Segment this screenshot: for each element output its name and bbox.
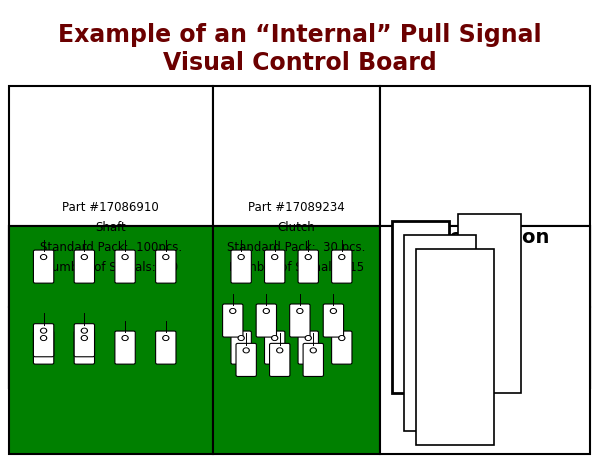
Circle shape bbox=[243, 348, 249, 353]
FancyBboxPatch shape bbox=[223, 304, 243, 337]
Circle shape bbox=[83, 256, 86, 259]
Circle shape bbox=[41, 329, 47, 333]
Bar bbox=[458, 214, 521, 393]
FancyBboxPatch shape bbox=[270, 343, 290, 377]
Circle shape bbox=[272, 336, 278, 340]
Circle shape bbox=[230, 308, 236, 313]
Circle shape bbox=[81, 255, 87, 260]
FancyBboxPatch shape bbox=[265, 331, 285, 364]
Circle shape bbox=[311, 349, 315, 352]
Circle shape bbox=[305, 255, 311, 260]
Circle shape bbox=[164, 336, 168, 339]
FancyBboxPatch shape bbox=[115, 250, 135, 283]
FancyBboxPatch shape bbox=[323, 304, 344, 337]
Circle shape bbox=[273, 256, 277, 259]
Bar bbox=[404, 235, 476, 431]
Circle shape bbox=[297, 308, 303, 313]
Bar bbox=[416, 249, 494, 445]
Circle shape bbox=[307, 336, 310, 339]
Circle shape bbox=[123, 256, 127, 259]
Circle shape bbox=[163, 336, 169, 340]
Circle shape bbox=[310, 348, 316, 353]
Circle shape bbox=[244, 349, 248, 352]
Circle shape bbox=[83, 336, 86, 339]
Circle shape bbox=[163, 255, 169, 260]
FancyBboxPatch shape bbox=[332, 250, 352, 283]
Circle shape bbox=[340, 336, 344, 339]
Circle shape bbox=[42, 336, 46, 339]
Circle shape bbox=[81, 329, 87, 333]
Text: Visual Control Board: Visual Control Board bbox=[162, 51, 437, 75]
Circle shape bbox=[81, 336, 87, 340]
Circle shape bbox=[305, 336, 311, 340]
Circle shape bbox=[83, 329, 86, 332]
Bar bbox=[9, 86, 213, 388]
Circle shape bbox=[240, 336, 243, 339]
Bar bbox=[380, 307, 590, 388]
Bar bbox=[213, 226, 380, 307]
Bar bbox=[380, 226, 590, 454]
Text: Information: Information bbox=[420, 228, 550, 247]
Circle shape bbox=[339, 336, 345, 340]
Text: Part #17086910
Shaft
Standard Pack:  100pcs.
Number of Signals:  10: Part #17086910 Shaft Standard Pack: 100p… bbox=[40, 201, 182, 274]
Circle shape bbox=[231, 309, 235, 312]
Circle shape bbox=[272, 255, 278, 260]
FancyBboxPatch shape bbox=[298, 331, 319, 364]
Circle shape bbox=[238, 336, 244, 340]
Circle shape bbox=[298, 309, 302, 312]
FancyBboxPatch shape bbox=[290, 304, 310, 337]
Circle shape bbox=[238, 255, 244, 260]
FancyBboxPatch shape bbox=[236, 343, 256, 377]
Text: Part #17089234
Clutch
Standard Pack:  30 pcs.
Number of Signals:  15: Part #17089234 Clutch Standard Pack: 30 … bbox=[227, 201, 366, 274]
FancyBboxPatch shape bbox=[265, 250, 285, 283]
Circle shape bbox=[42, 256, 46, 259]
FancyBboxPatch shape bbox=[332, 331, 352, 364]
Circle shape bbox=[278, 349, 282, 352]
Circle shape bbox=[265, 309, 268, 312]
Circle shape bbox=[331, 308, 337, 313]
Circle shape bbox=[122, 255, 128, 260]
Bar bbox=[213, 86, 380, 388]
Circle shape bbox=[122, 336, 128, 340]
Bar bbox=[213, 307, 380, 388]
Circle shape bbox=[240, 256, 243, 259]
Circle shape bbox=[340, 256, 344, 259]
FancyBboxPatch shape bbox=[256, 304, 277, 337]
Circle shape bbox=[273, 336, 277, 339]
Circle shape bbox=[277, 348, 283, 353]
Circle shape bbox=[41, 255, 47, 260]
Bar bbox=[9, 307, 213, 388]
FancyBboxPatch shape bbox=[74, 324, 95, 357]
Bar bbox=[9, 226, 213, 454]
Bar bbox=[9, 226, 213, 307]
Circle shape bbox=[41, 336, 47, 340]
Circle shape bbox=[164, 256, 168, 259]
FancyBboxPatch shape bbox=[74, 331, 95, 364]
FancyBboxPatch shape bbox=[156, 331, 176, 364]
FancyBboxPatch shape bbox=[34, 324, 54, 357]
Bar bbox=[213, 226, 380, 454]
FancyBboxPatch shape bbox=[231, 331, 252, 364]
Circle shape bbox=[42, 329, 46, 332]
FancyBboxPatch shape bbox=[74, 250, 95, 283]
Bar bbox=[392, 221, 449, 393]
FancyBboxPatch shape bbox=[298, 250, 319, 283]
Bar bbox=[380, 226, 590, 307]
FancyBboxPatch shape bbox=[156, 250, 176, 283]
Circle shape bbox=[332, 309, 335, 312]
Bar bbox=[380, 86, 590, 388]
Circle shape bbox=[123, 336, 127, 339]
Circle shape bbox=[264, 308, 270, 313]
FancyBboxPatch shape bbox=[34, 331, 54, 364]
FancyBboxPatch shape bbox=[34, 250, 54, 283]
FancyBboxPatch shape bbox=[303, 343, 323, 377]
FancyBboxPatch shape bbox=[115, 331, 135, 364]
Circle shape bbox=[339, 255, 345, 260]
Text: Example of an “Internal” Pull Signal: Example of an “Internal” Pull Signal bbox=[58, 23, 541, 47]
Circle shape bbox=[307, 256, 310, 259]
FancyBboxPatch shape bbox=[231, 250, 252, 283]
